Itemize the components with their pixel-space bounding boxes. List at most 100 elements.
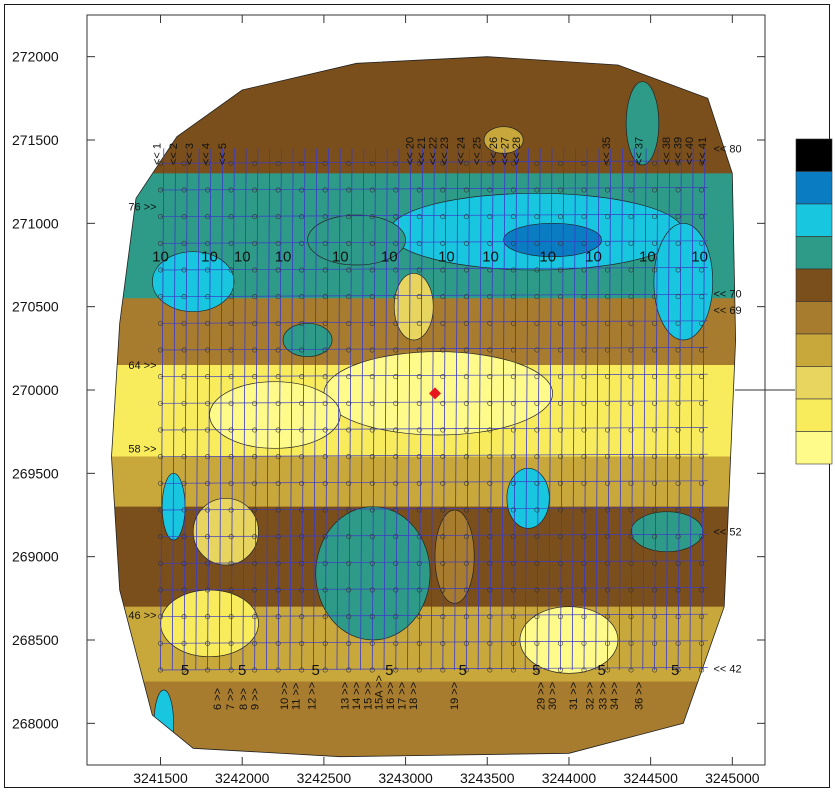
survey-point xyxy=(322,374,328,380)
survey-line-label: 12 >> xyxy=(307,682,319,710)
survey-line-ns xyxy=(395,148,400,671)
survey-point xyxy=(605,480,611,486)
survey-point xyxy=(440,480,446,486)
survey-point xyxy=(228,587,234,593)
survey-point xyxy=(205,454,211,460)
survey-point xyxy=(534,667,540,673)
survey-point xyxy=(605,400,611,406)
survey-point xyxy=(628,507,634,513)
x-tick-label: 3243000 xyxy=(378,770,433,786)
survey-point xyxy=(369,400,375,406)
survey-point xyxy=(605,614,611,620)
survey-point xyxy=(440,320,446,326)
survey-point xyxy=(369,667,375,673)
survey-point xyxy=(487,454,493,460)
contour-blob xyxy=(625,81,660,166)
survey-point xyxy=(299,534,305,540)
survey-point xyxy=(158,347,164,353)
survey-point xyxy=(228,454,234,460)
survey-point xyxy=(346,480,352,486)
survey-point xyxy=(510,347,516,353)
survey-point xyxy=(393,320,399,326)
survey-point xyxy=(158,294,164,300)
legend-swatch xyxy=(795,431,833,465)
survey-point xyxy=(346,320,352,326)
survey-point xyxy=(346,240,352,246)
survey-point xyxy=(534,267,540,273)
survey-point xyxy=(581,294,587,300)
survey-point xyxy=(181,160,187,166)
survey-line-ew xyxy=(160,373,708,378)
survey-point xyxy=(252,214,258,220)
survey-point xyxy=(675,400,681,406)
survey-point xyxy=(369,480,375,486)
survey-point xyxy=(228,560,234,566)
survey-line-ew xyxy=(160,427,708,431)
survey-point xyxy=(463,294,469,300)
survey-point xyxy=(463,507,469,513)
survey-line-label: 13 >> xyxy=(339,682,351,710)
survey-point xyxy=(369,160,375,166)
crosshair-mark xyxy=(735,360,795,420)
survey-point xyxy=(510,560,516,566)
survey-line-ns xyxy=(430,148,435,671)
survey-point xyxy=(322,427,328,433)
survey-line-label: 76 >> xyxy=(128,202,156,214)
survey-point xyxy=(510,614,516,620)
survey-point xyxy=(463,160,469,166)
survey-point xyxy=(581,480,587,486)
contour-label-layer: 10 10 10 10 10 10 10 10 10 10 10 10 5 5 5 5 5 5 5 5 xyxy=(152,249,708,679)
survey-point xyxy=(299,507,305,513)
survey-point xyxy=(440,640,446,646)
survey-point xyxy=(369,267,375,273)
survey-point xyxy=(416,320,422,326)
survey-point xyxy=(158,320,164,326)
survey-point xyxy=(699,320,705,326)
survey-point xyxy=(510,427,516,433)
survey-point xyxy=(322,240,328,246)
survey-point xyxy=(675,667,681,673)
survey-point xyxy=(393,294,399,300)
survey-point xyxy=(557,480,563,486)
survey-point xyxy=(510,374,516,380)
contour-value-label: 10 xyxy=(234,249,251,266)
survey-point xyxy=(393,640,399,646)
survey-point xyxy=(557,640,563,646)
survey-point xyxy=(322,614,328,620)
survey-point xyxy=(534,374,540,380)
survey-point xyxy=(487,294,493,300)
survey-point xyxy=(416,560,422,566)
survey-line-ns xyxy=(454,148,459,671)
survey-point xyxy=(675,587,681,593)
survey-point xyxy=(369,374,375,380)
survey-point xyxy=(557,400,563,406)
survey-line-ns xyxy=(689,148,694,671)
survey-point xyxy=(510,240,516,246)
survey-point xyxy=(463,454,469,460)
survey-line-ew xyxy=(160,320,708,324)
survey-line-ns xyxy=(171,148,176,671)
survey-point xyxy=(369,614,375,620)
survey-point xyxy=(416,187,422,193)
survey-point xyxy=(628,267,634,273)
survey-point xyxy=(534,160,540,166)
survey-point xyxy=(369,587,375,593)
contour-value-label: 10 xyxy=(332,249,349,266)
survey-line-label: << 41 xyxy=(697,137,709,165)
contour-blob xyxy=(209,381,341,449)
contour-value-label: 5 xyxy=(671,662,679,679)
survey-point xyxy=(510,160,516,166)
survey-point xyxy=(699,427,705,433)
y-tick-label: 271000 xyxy=(12,215,59,231)
survey-point xyxy=(628,640,634,646)
survey-line-ns xyxy=(277,148,282,671)
survey-point xyxy=(463,587,469,593)
survey-point xyxy=(346,214,352,220)
survey-points-layer xyxy=(158,160,705,673)
legend-swatch xyxy=(795,171,833,205)
survey-point xyxy=(605,427,611,433)
survey-point xyxy=(581,640,587,646)
survey-line-label: 64 >> xyxy=(128,360,156,372)
survey-line-ew xyxy=(160,613,708,618)
